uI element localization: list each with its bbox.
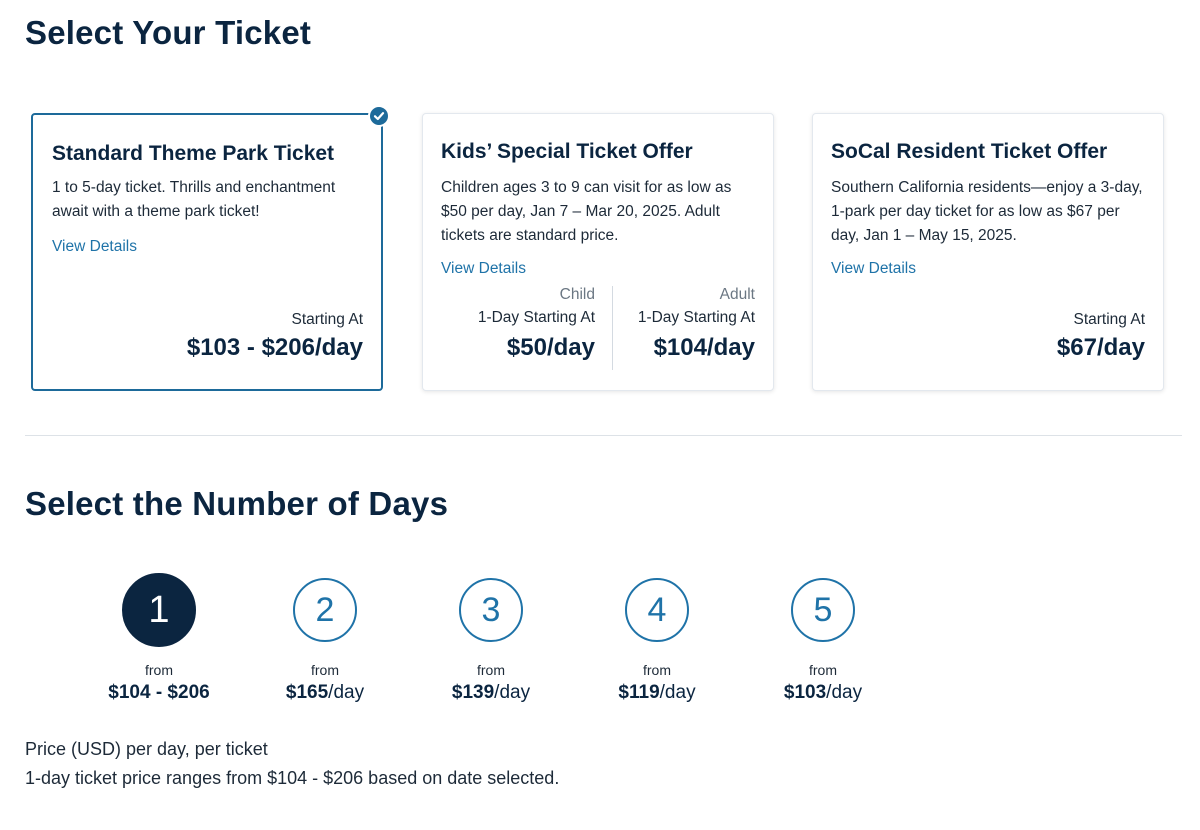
adult-starting-label: 1-Day Starting At <box>637 309 755 326</box>
starting-at-label: Starting At <box>1073 311 1145 328</box>
day-price: $119/day <box>618 682 696 703</box>
child-label: Child <box>559 286 595 303</box>
day-number: 2 <box>293 578 357 642</box>
card-price: $67/day <box>1056 334 1145 361</box>
ticket-card-standard[interactable]: Standard Theme Park Ticket 1 to 5-day ti… <box>31 105 390 391</box>
from-label: from <box>809 662 837 678</box>
day-price: $103/day <box>783 682 863 703</box>
from-label: from <box>311 662 339 678</box>
ticket-card-socal[interactable]: SoCal Resident Ticket Offer Southern Cal… <box>812 113 1164 391</box>
view-details-link[interactable]: View Details <box>441 260 527 277</box>
view-details-link[interactable]: View Details <box>831 260 917 277</box>
price-range-note: 1-day ticket price ranges from $104 - $2… <box>25 768 560 788</box>
from-label: from <box>643 662 671 678</box>
day-option-5[interactable]: 5 from $103/day <box>748 578 898 704</box>
day-number: 1 <box>122 573 196 647</box>
card-price: $103 - $206/day <box>186 334 363 361</box>
day-price: $139/day <box>451 682 531 703</box>
adult-label: Adult <box>719 286 755 303</box>
section-divider <box>25 435 1182 436</box>
divider <box>612 286 613 370</box>
adult-price-column: Adult 1-Day Starting At $104/day <box>601 284 755 366</box>
card-description: Children ages 3 to 9 can visit for as lo… <box>441 179 732 244</box>
day-option-4[interactable]: 4 from $119/day <box>582 578 732 704</box>
ticket-section-title: Select Your Ticket <box>25 14 312 51</box>
day-price: $165/day <box>285 682 365 703</box>
starting-at-label: Starting At <box>291 311 363 328</box>
price-split: Child 1-Day Starting At $50/day Adult 1-… <box>441 284 755 374</box>
adult-price: $104/day <box>653 334 755 361</box>
checkmark-icon <box>368 105 390 127</box>
card-description: Southern California residents—enjoy a 3-… <box>831 179 1143 244</box>
day-option-3[interactable]: 3 from $139/day <box>416 578 566 704</box>
days-section-title: Select the Number of Days <box>25 485 449 522</box>
day-number: 5 <box>791 578 855 642</box>
view-details-link[interactable]: View Details <box>52 238 138 255</box>
child-price-column: Child 1-Day Starting At $50/day <box>441 284 595 366</box>
day-price: $104 - $206 <box>108 682 210 703</box>
day-number: 4 <box>625 578 689 642</box>
day-option-2[interactable]: 2 from $165/day <box>250 578 400 704</box>
price-note: Price (USD) per day, per ticket <box>25 739 268 759</box>
card-title: SoCal Resident Ticket Offer <box>831 140 1108 163</box>
card-title: Kids’ Special Ticket Offer <box>441 140 693 163</box>
child-starting-label: 1-Day Starting At <box>477 309 595 326</box>
day-option-1[interactable]: 1 from $104 - $206 <box>84 573 234 704</box>
child-price: $50/day <box>506 334 595 361</box>
card-title: Standard Theme Park Ticket <box>52 142 335 165</box>
from-label: from <box>477 662 505 678</box>
ticket-card-kids[interactable]: Kids’ Special Ticket Offer Children ages… <box>422 113 774 391</box>
day-number: 3 <box>459 578 523 642</box>
card-description: 1 to 5-day ticket. Thrills and enchantme… <box>52 179 336 220</box>
from-label: from <box>145 662 173 678</box>
